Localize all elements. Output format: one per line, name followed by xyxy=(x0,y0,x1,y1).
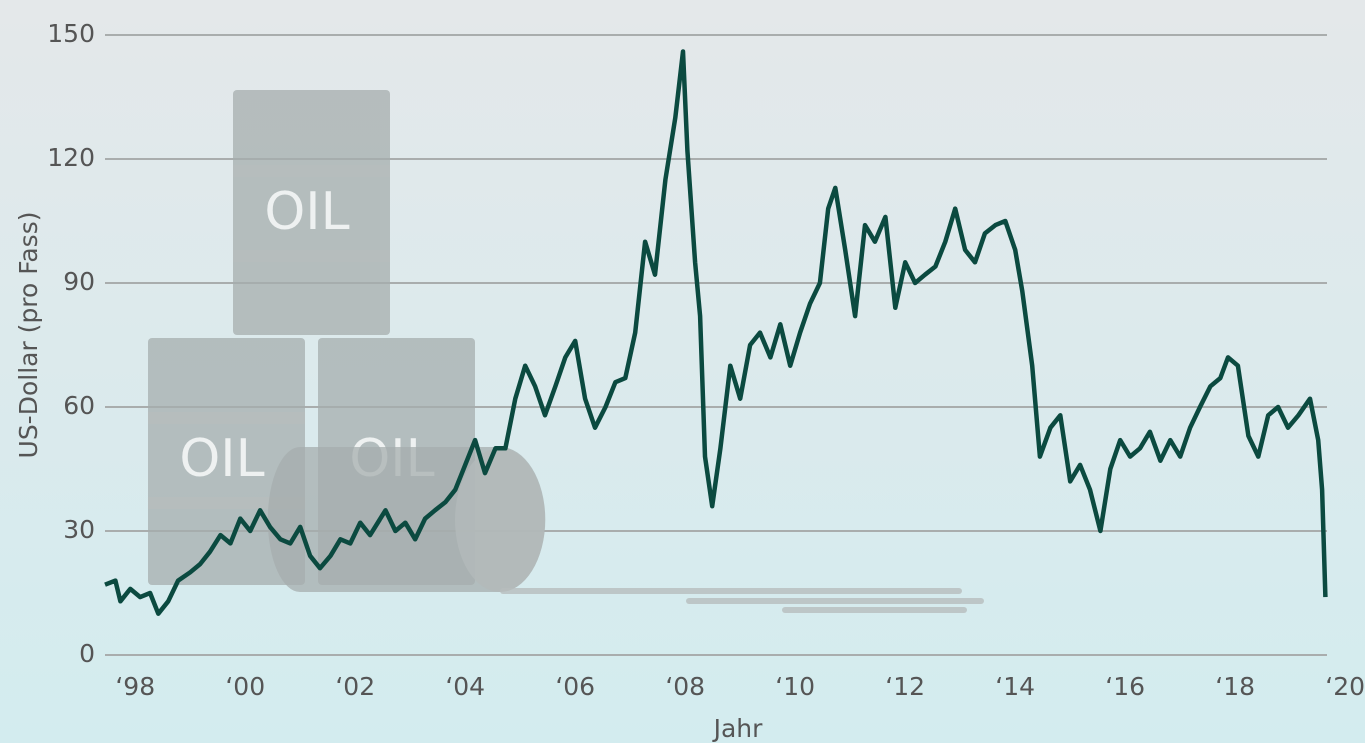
x-tick-label: ‘06 xyxy=(555,672,595,701)
y-tick-label: 0 xyxy=(79,639,95,668)
y-tick-label: 30 xyxy=(63,515,95,544)
x-tick-label: ‘12 xyxy=(885,672,925,701)
x-tick-label: ‘16 xyxy=(1105,672,1145,701)
chart: OIL OIL OIL 0306090120150‘98‘00‘02‘04‘06… xyxy=(0,0,1365,743)
spill xyxy=(500,588,962,594)
x-tick-label: ‘04 xyxy=(445,672,485,701)
x-tick-label: ‘18 xyxy=(1215,672,1255,701)
x-tick-label: ‘10 xyxy=(775,672,815,701)
barrel-band xyxy=(148,412,305,424)
barrel-lid xyxy=(455,448,545,592)
y-axis-label: US-Dollar (pro Fass) xyxy=(14,212,43,459)
x-tick-label: ‘14 xyxy=(995,672,1035,701)
x-tick-label: ‘20 xyxy=(1325,672,1365,701)
spill xyxy=(782,607,967,613)
barrel-band xyxy=(233,165,390,177)
x-tick-label: ‘08 xyxy=(665,672,705,701)
x-tick-label: ‘00 xyxy=(225,672,265,701)
y-tick-label: 150 xyxy=(47,19,95,48)
y-tick-label: 120 xyxy=(47,143,95,172)
x-tick-label: ‘98 xyxy=(115,672,155,701)
y-tick-label: 60 xyxy=(63,391,95,420)
spill xyxy=(686,598,984,604)
y-tick-label: 90 xyxy=(63,267,95,296)
barrel-label: OIL xyxy=(179,429,264,489)
barrel-label: OIL xyxy=(264,182,349,242)
barrel-band xyxy=(233,250,390,262)
x-tick-label: ‘02 xyxy=(335,672,375,701)
x-axis-label: Jahr xyxy=(712,714,764,743)
